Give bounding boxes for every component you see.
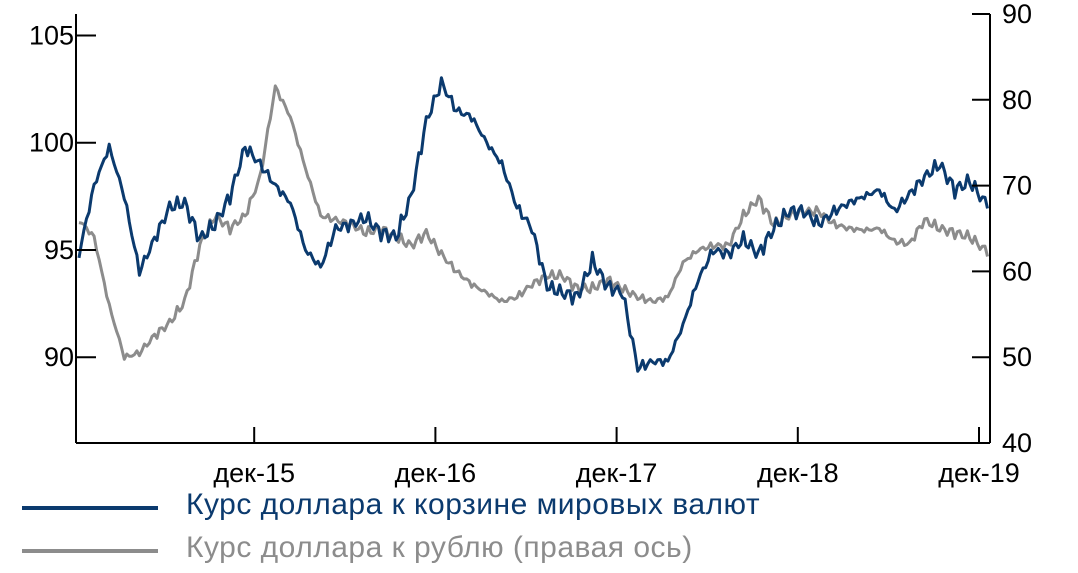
legend-item-dxy: Курс доллара к корзине мировых валют [22,486,1062,530]
legend-swatch-rub [22,549,158,553]
x-tick-label: дек-18 [757,458,839,488]
y-left-tick-label: 105 [29,20,74,50]
x-tick-label: дек-19 [938,458,1020,488]
x-tick-label: дек-16 [395,458,477,488]
y-right-tick-label: 50 [1002,342,1032,372]
legend-item-rub: Курс доллара к рублю (правая ось) [22,529,1062,573]
y-left-tick-label: 90 [44,342,74,372]
y-left-tick-label: 95 [44,235,74,265]
x-tick-label: дек-17 [576,458,658,488]
line-chart: 90 95 100 105 40 50 60 70 80 90 дек-15 дек-16 дек-17… [29,0,1032,488]
x-tick-label: дек-15 [213,458,295,488]
series-line-rub [78,84,989,361]
legend-swatch-dxy [22,506,158,510]
y-right-tick-label: 80 [1002,85,1032,115]
y-right-tick-label: 70 [1002,171,1032,201]
legend-label-rub: Курс доллара к рублю (правая ось) [186,531,693,564]
y-left-tick-label: 100 [29,128,74,158]
y-right-tick-label: 90 [1002,0,1032,29]
y-right-tick-label: 60 [1002,256,1032,286]
y-right-tick-label: 40 [1002,428,1032,458]
series-line-dxy [77,76,989,373]
legend-label-dxy: Курс доллара к корзине мировых валют [186,488,761,521]
